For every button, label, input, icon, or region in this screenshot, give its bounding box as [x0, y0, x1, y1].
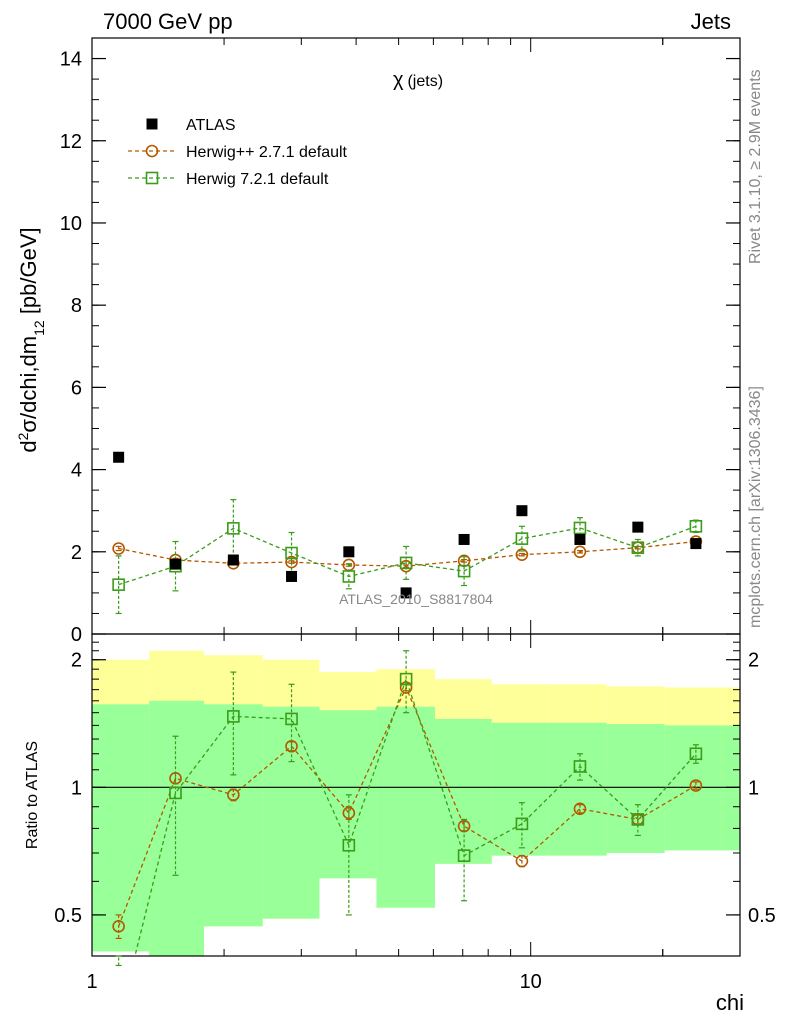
ratio-series-point-1 [342, 838, 356, 852]
main-ytick-label: 8 [71, 295, 82, 317]
ratio-series-point-1 [457, 849, 471, 862]
band-1-bin-9 [606, 724, 665, 853]
ratio-series-point-0 [573, 802, 587, 816]
ratio-series-point-1 [169, 786, 182, 800]
main-ytick-label: 10 [60, 213, 82, 235]
main-series-point-2 [631, 541, 645, 554]
band-1-bin-1 [149, 700, 204, 956]
main-series-point-2 [515, 532, 529, 545]
band-1-bin-0 [92, 704, 150, 952]
main-series-point-0 [632, 521, 644, 533]
main-series-point-1 [573, 545, 587, 559]
ratio-axes: 0.5 0.5 1 1 2 2 1 10 [54, 633, 776, 993]
legend-marker-1 [145, 144, 159, 158]
main-series-point-2 [399, 556, 413, 570]
ratio-ytick-label: 0.5 [54, 905, 82, 927]
band-1-bin-2 [203, 704, 263, 927]
ratio-ytick-label-right: 1 [748, 777, 759, 799]
legend-marker-2 [145, 171, 159, 185]
rivet-version-label: Rivet 3.1.10, ≥ 2.9M events [747, 69, 764, 264]
header-process: Jets [691, 9, 731, 34]
main-series-point-1 [112, 542, 125, 555]
main-series-point-2 [457, 564, 471, 578]
legend-marker-0 [146, 118, 158, 130]
header-energy: 7000 GeV pp [103, 9, 233, 34]
ratio-series-point-1 [689, 747, 703, 761]
main-series-point-0 [400, 587, 412, 599]
ratio-series-point-1 [285, 712, 298, 726]
main-series-point-2 [573, 521, 587, 535]
main-series-point-2 [689, 520, 703, 533]
main-series-point-0 [690, 538, 702, 550]
main-series-point-2 [342, 570, 356, 583]
band-1-bin-5 [376, 706, 435, 908]
ratio-ylabel: Ratio to ATLAS [24, 741, 41, 849]
main-ytick-label: 2 [71, 542, 82, 564]
ratio-ytick-label: 2 [71, 650, 82, 672]
ratio-ytick-label: 1 [71, 777, 82, 799]
main-series-layer [112, 451, 703, 615]
main-series-point-2 [227, 522, 240, 535]
legend: ATLAS Herwig++ 2.7.1 default Herwig 7.2.1 … [128, 117, 348, 188]
main-series-point-2 [112, 578, 125, 591]
ratio-series-point-1 [515, 817, 529, 831]
main-series-point-0 [343, 546, 355, 558]
ratio-ytick-label-right: 0.5 [748, 905, 776, 927]
main-series-line-1 [118, 540, 696, 567]
ratio-uncertainty-bands [92, 650, 740, 956]
legend-label-1: Herwig++ 2.7.1 default [186, 144, 348, 161]
ratio-series-point-1 [573, 760, 587, 773]
main-ylabel: d2σ/dchi,dm12 [pb/GeV] [15, 227, 47, 452]
main-ytick-label: 4 [71, 460, 82, 482]
main-ytick-label: 6 [71, 377, 82, 399]
ratio-series-point-0 [227, 788, 240, 802]
ratio-frame [91, 633, 741, 957]
band-1-bin-6 [434, 718, 492, 864]
xlabel: chi [716, 990, 744, 1015]
ratio-series-point-1 [631, 813, 645, 826]
ratio-series-layer [112, 650, 703, 967]
xtick-label: 1 [86, 971, 97, 993]
main-series-point-0 [169, 558, 181, 570]
band-1-bin-8 [548, 722, 607, 856]
xtick-label: 10 [520, 971, 542, 993]
ratio-series-point-0 [515, 854, 529, 868]
main-ytick-label: 0 [71, 624, 82, 646]
ratio-series-point-0 [689, 779, 703, 792]
main-series-point-0 [286, 570, 298, 582]
main-ytick-label: 14 [60, 49, 82, 71]
main-ytick-label: 12 [60, 131, 82, 153]
main-series-point-2 [285, 546, 298, 560]
band-1-bin-7 [491, 722, 549, 856]
main-series-point-0 [113, 451, 125, 463]
analysis-watermark: ATLAS_2010_S8817804 [339, 591, 493, 607]
ratio-series-point-0 [112, 920, 125, 933]
main-series-line-2 [118, 525, 697, 586]
main-series-point-0 [574, 533, 586, 545]
ratio-series-point-1 [227, 710, 240, 723]
legend-label-0: ATLAS [186, 117, 236, 134]
main-series-point-0 [516, 505, 528, 517]
mcplots-label: mcplots.cern.ch [arXiv:1306.3436] [747, 386, 764, 628]
ratio-series-point-1 [399, 672, 413, 686]
main-series-point-0 [458, 533, 470, 545]
ratio-ytick-label-right: 2 [748, 650, 759, 672]
legend-label-2: Herwig 7.2.1 default [186, 171, 329, 188]
plot-title: χ (jets) [393, 69, 443, 91]
band-1-bin-3 [262, 706, 320, 919]
main-series-point-0 [227, 554, 239, 566]
